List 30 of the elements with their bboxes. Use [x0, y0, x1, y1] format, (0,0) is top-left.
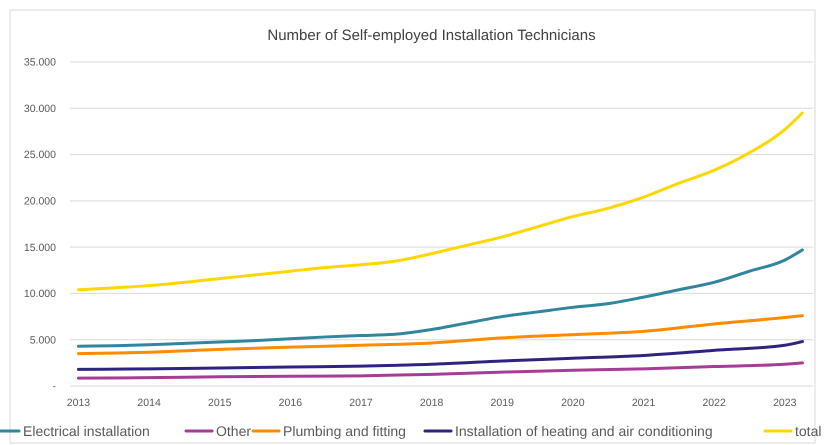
x-tick-label: 2013: [66, 397, 90, 409]
y-tick-label: 25.000: [24, 149, 56, 162]
x-tick-label: 2015: [208, 397, 232, 409]
x-tick-label: 2021: [632, 397, 656, 409]
chart-title: Number of Self-employed Installation Technicians: [267, 27, 596, 44]
y-tick-label: 30.000: [24, 102, 56, 115]
line-series: [76, 340, 804, 371]
x-tick-label: 2016: [278, 397, 302, 409]
y-tick-label: 10.000: [24, 288, 56, 300]
x-tick-label: 2014: [137, 397, 161, 409]
legend-label: Other: [216, 422, 252, 439]
x-tick-label: 2023: [773, 397, 797, 409]
x-tick-label: 2020: [561, 397, 585, 409]
x-tick-label: 2019: [490, 397, 514, 409]
y-tick-label: -: [52, 380, 56, 393]
line-series: [76, 361, 804, 380]
x-tick-label: 2022: [702, 397, 726, 409]
y-tick-label: 5.000: [30, 334, 56, 346]
line-series: [76, 314, 804, 356]
y-tick-label: 20.000: [24, 196, 56, 208]
line-series: [76, 111, 804, 292]
x-tick-label: 2017: [349, 397, 373, 409]
legend-label: Electrical installation: [23, 422, 150, 439]
legend-label: total: [795, 422, 822, 439]
legend-label: Plumbing and fitting: [283, 422, 406, 439]
x-tick-label: 2018: [420, 397, 444, 409]
line-series: [76, 248, 804, 348]
y-tick-label: 15.000: [24, 242, 56, 254]
legend-label: Installation of heating and air conditioning: [455, 422, 713, 439]
y-tick-label: 35.000: [24, 56, 56, 69]
